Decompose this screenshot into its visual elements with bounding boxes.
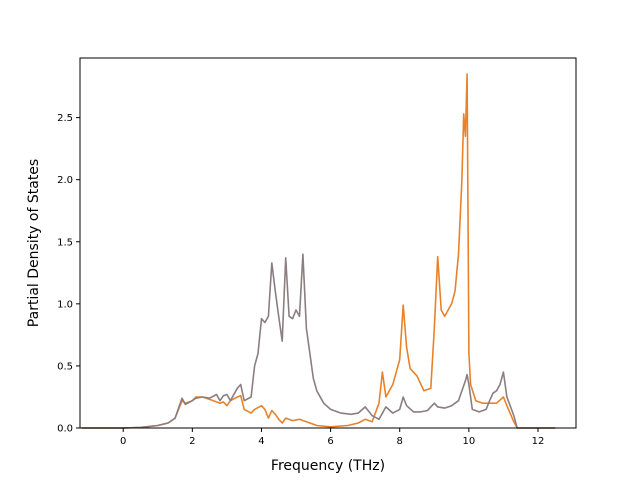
y-axis-ticks: 0.0 0.5 1.0 1.5 2.0 2.5 bbox=[57, 113, 80, 435]
y-tick-label: 2.0 bbox=[57, 175, 73, 186]
y-tick-label: 1.5 bbox=[57, 237, 73, 248]
series-line-1 bbox=[81, 73, 556, 429]
x-axis-label: Frequency (THz) bbox=[271, 458, 385, 474]
plot-area bbox=[80, 58, 576, 428]
y-axis-label: Partial Density of States bbox=[26, 159, 42, 327]
x-tick-label: 12 bbox=[532, 436, 545, 447]
y-tick-label: 0.0 bbox=[57, 424, 73, 435]
axes-frame bbox=[79, 57, 577, 429]
x-axis-ticks: 0 2 4 6 8 10 12 bbox=[120, 428, 544, 447]
y-tick-label: 2.5 bbox=[57, 113, 73, 124]
x-tick-label: 10 bbox=[462, 436, 475, 447]
x-tick-label: 8 bbox=[397, 436, 403, 447]
x-tick-label: 6 bbox=[327, 436, 333, 447]
series-line-2 bbox=[81, 253, 556, 429]
x-tick-label: 0 bbox=[120, 436, 126, 447]
y-tick-label: 0.5 bbox=[57, 361, 73, 372]
series-layer bbox=[81, 73, 556, 429]
x-tick-label: 2 bbox=[189, 436, 195, 447]
y-tick-label: 1.0 bbox=[57, 299, 73, 310]
x-tick-label: 4 bbox=[258, 436, 264, 447]
